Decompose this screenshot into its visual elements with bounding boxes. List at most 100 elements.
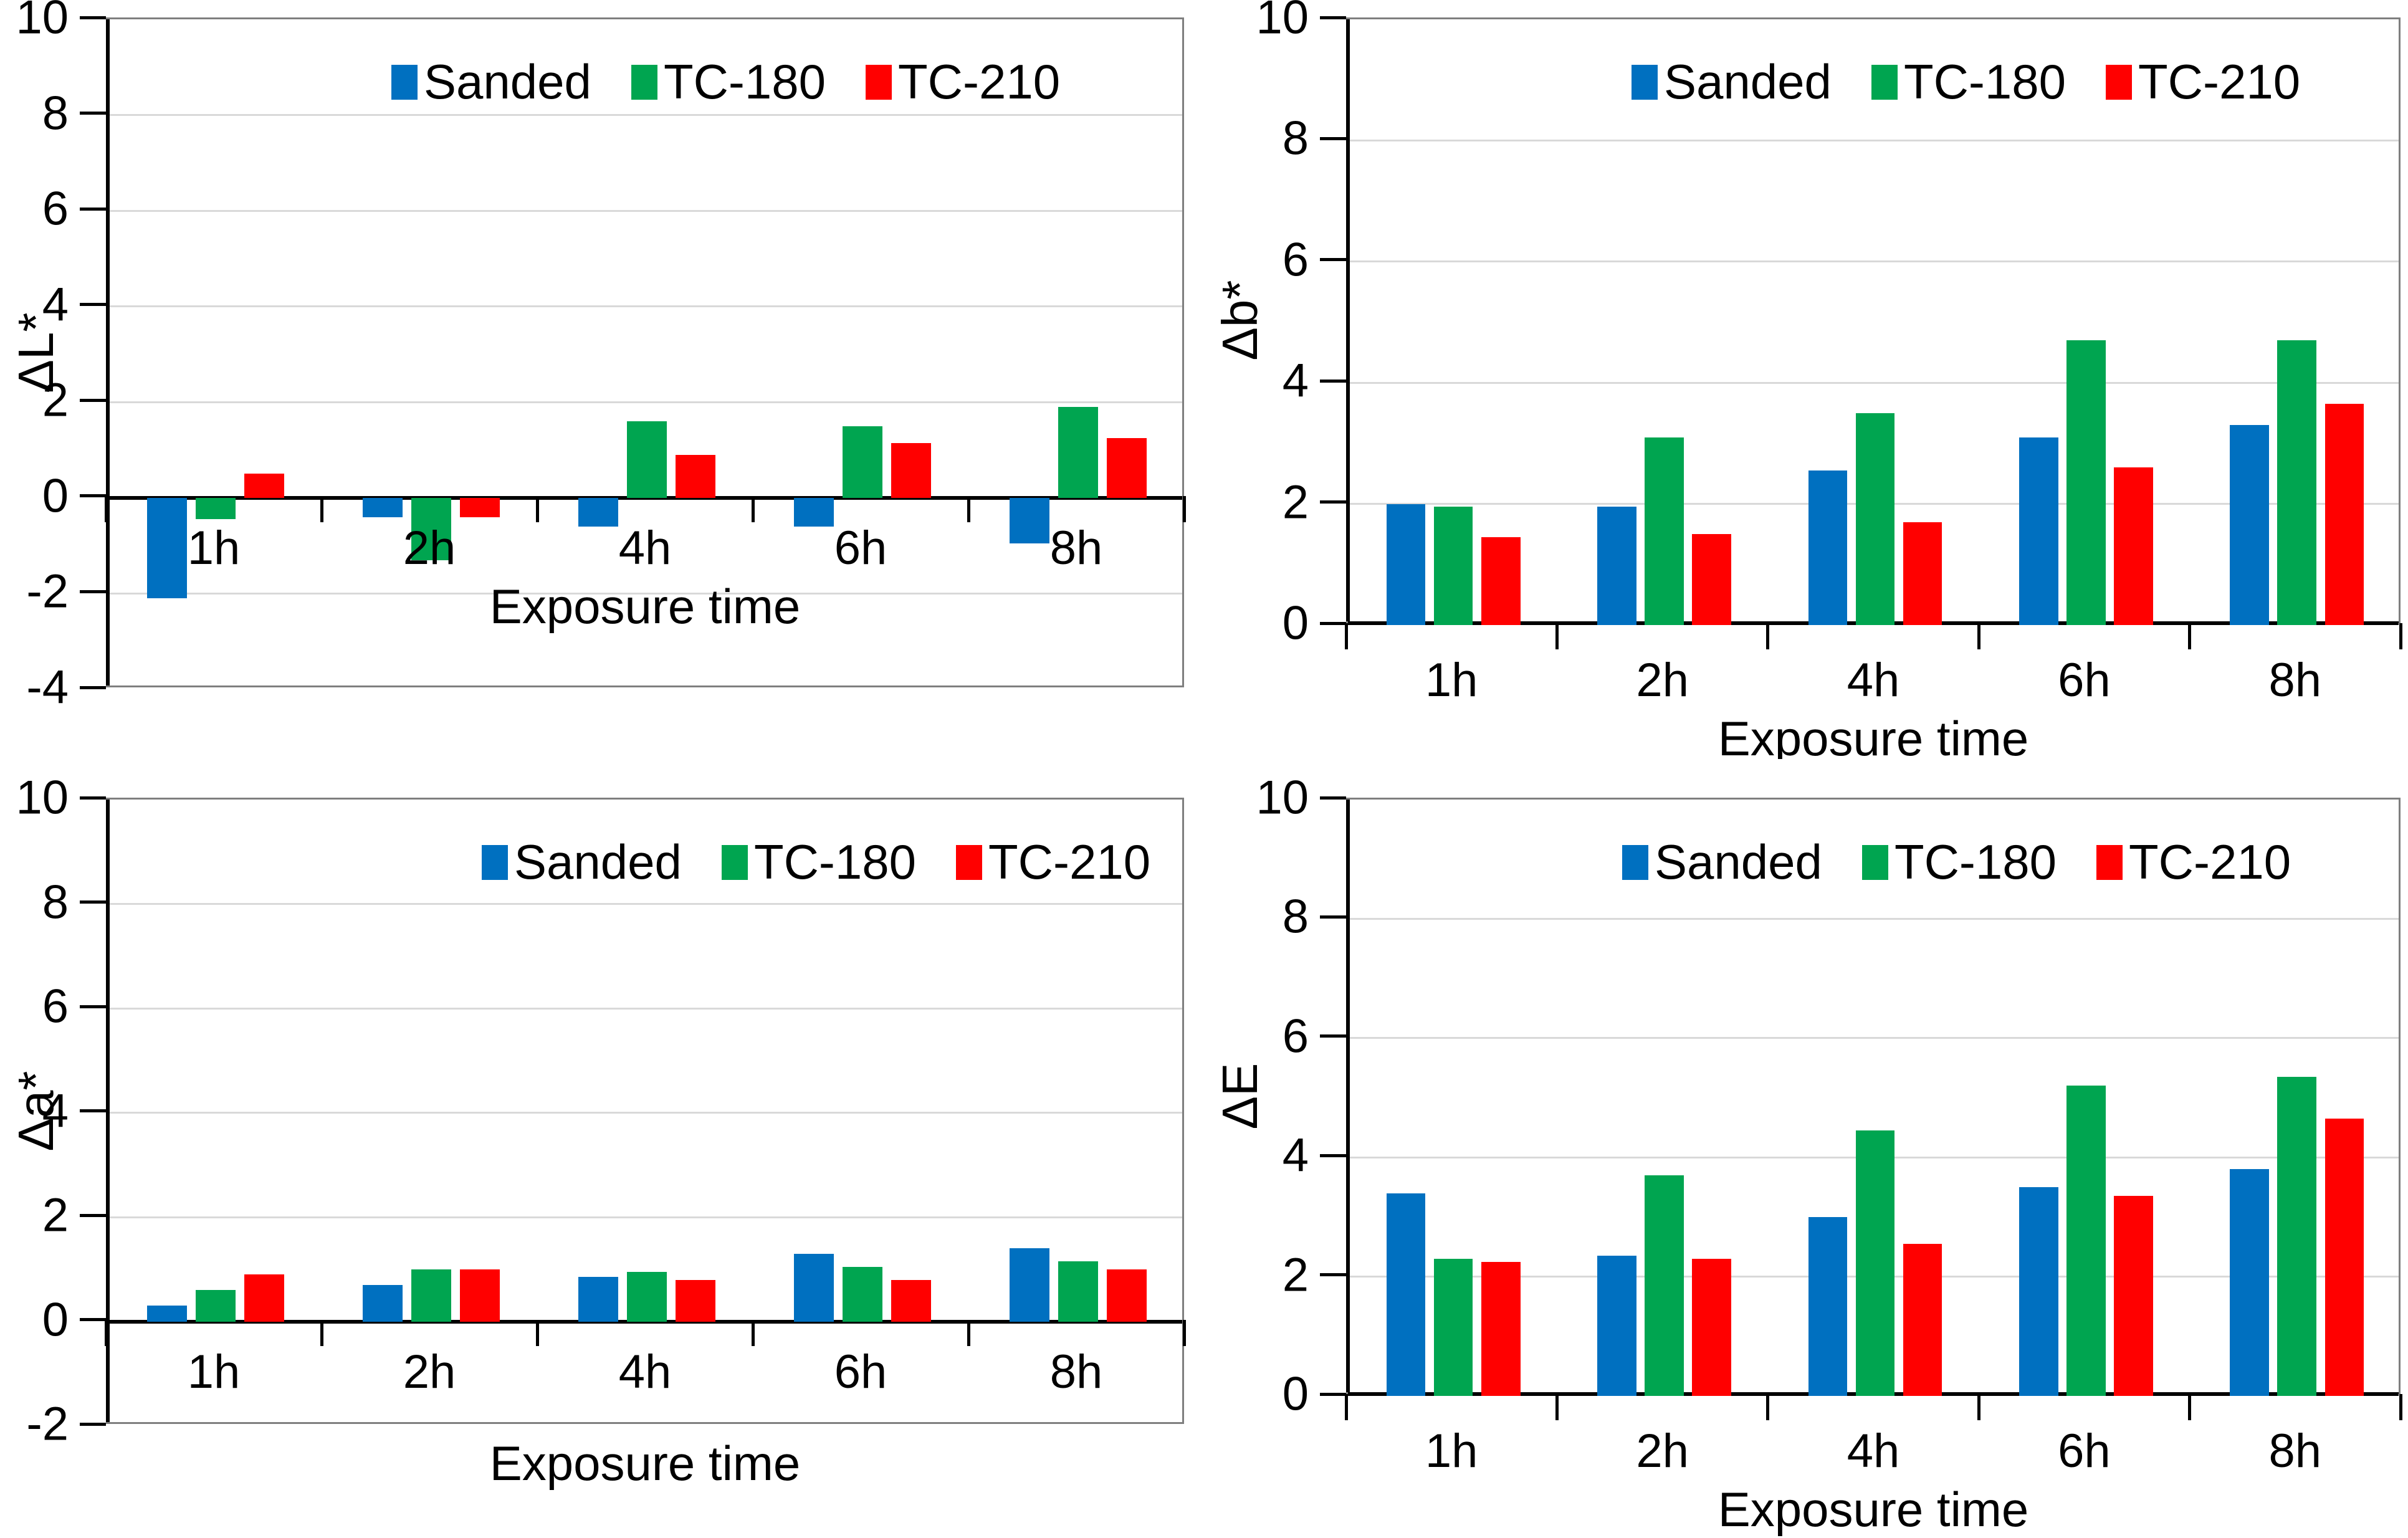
y-tick-label: 10 xyxy=(1256,0,1309,44)
x-axis-tick xyxy=(1344,623,1348,649)
y-tick-label: 2 xyxy=(1282,1248,1309,1302)
y-tick-label: 10 xyxy=(1256,771,1309,824)
legend-label: TC-180 xyxy=(663,54,826,109)
legend-item-tc-180: TC-180 xyxy=(1871,54,2066,110)
bar-tc-180-1h xyxy=(1433,507,1473,625)
legend-label: TC-210 xyxy=(898,54,1061,109)
bar-sanded-8h xyxy=(2230,425,2269,625)
x-axis-tick xyxy=(2399,623,2402,649)
y-axis-tick xyxy=(1320,796,1346,800)
bar-sanded-4h xyxy=(578,497,619,527)
y-tick-label: 2 xyxy=(42,1188,69,1242)
bar-tc-180-8h xyxy=(2277,1077,2317,1396)
x-axis-title: Exposure time xyxy=(489,1436,801,1491)
y-tick-label: 8 xyxy=(1282,890,1309,943)
bar-tc-180-1h xyxy=(1433,1258,1473,1396)
legend-item-sanded: Sanded xyxy=(391,54,591,110)
y-axis-line xyxy=(1346,800,1350,1392)
y-axis-tick xyxy=(80,1213,106,1217)
y-tick-label: 4 xyxy=(1282,354,1309,408)
gridline xyxy=(108,114,1182,117)
bar-tc-210-2h xyxy=(459,1269,500,1322)
x-axis-tick xyxy=(1555,623,1559,649)
x-axis-tick xyxy=(1977,1394,1980,1420)
y-tick-label: 6 xyxy=(1282,233,1309,287)
y-axis-tick xyxy=(1320,621,1346,625)
x-axis-title: Exposure time xyxy=(1718,711,2029,766)
legend-swatch-tc-180 xyxy=(1861,844,1888,880)
legend: Sanded TC-180 TC-210 xyxy=(391,54,1060,110)
x-axis-tick xyxy=(320,495,323,522)
legend: Sanded TC-180 TC-210 xyxy=(1622,834,2291,891)
y-axis-tick xyxy=(1320,379,1346,383)
legend-item-sanded: Sanded xyxy=(1632,54,1832,110)
y-axis-tick xyxy=(80,398,106,402)
gridline xyxy=(108,1112,1182,1114)
x-category-label: 8h xyxy=(1049,521,1103,575)
y-axis-tick xyxy=(1320,136,1346,140)
x-category-label: 8h xyxy=(1049,1345,1103,1398)
x-category-label: 1h xyxy=(187,1345,241,1398)
legend-swatch-tc-210 xyxy=(2096,844,2123,880)
legend-label: TC-210 xyxy=(988,834,1151,889)
bar-tc-210-6h xyxy=(2114,1196,2153,1396)
legend-label: TC-210 xyxy=(2138,54,2301,109)
y-tick-label: 2 xyxy=(42,373,69,427)
bar-sanded-1h xyxy=(1386,1193,1426,1396)
bar-tc-210-8h xyxy=(1106,437,1147,498)
x-category-label: 1h xyxy=(1425,1425,1478,1478)
x-category-label: 4h xyxy=(618,521,672,575)
bar-sanded-2h xyxy=(1597,507,1636,625)
x-category-label: 1h xyxy=(187,521,241,575)
legend-item-tc-210: TC-210 xyxy=(2096,834,2291,891)
y-tick-label: 6 xyxy=(42,182,69,236)
bar-tc-210-1h xyxy=(1481,537,1521,625)
bar-tc-210-2h xyxy=(1692,1258,1732,1396)
legend-label: Sanded xyxy=(1655,834,1822,889)
bar-sanded-8h xyxy=(1010,497,1050,543)
y-axis-tick xyxy=(80,900,106,904)
bar-tc-210-4h xyxy=(1903,522,1942,625)
x-category-label: 2h xyxy=(403,1345,456,1398)
bar-tc-180-2h xyxy=(1645,1175,1684,1396)
y-axis-tick xyxy=(1320,1392,1346,1396)
gridline xyxy=(108,903,1182,905)
x-category-label: 8h xyxy=(2268,654,2322,707)
bar-tc-210-8h xyxy=(2324,1118,2364,1396)
y-tick-label: 0 xyxy=(42,1293,69,1346)
x-axis-title: Exposure time xyxy=(1718,1482,2029,1537)
legend-label: Sanded xyxy=(424,54,591,109)
y-tick-label: 2 xyxy=(1282,475,1309,529)
y-axis-tick xyxy=(80,112,106,115)
y-tick-label: 0 xyxy=(1282,1367,1309,1421)
x-axis-tick xyxy=(1344,1394,1348,1420)
bar-tc-180-4h xyxy=(626,421,667,498)
x-axis-tick xyxy=(320,1319,323,1346)
y-axis-tick xyxy=(80,1318,106,1321)
y-axis-tick xyxy=(1320,16,1346,19)
plot-area: Sanded TC-180 TC-210 xyxy=(1346,798,2401,1396)
legend-label: Sanded xyxy=(1664,54,1832,109)
y-tick-label: -2 xyxy=(26,1397,69,1451)
bar-tc-180-1h xyxy=(195,1290,236,1322)
bar-tc-180-1h xyxy=(195,497,236,520)
bar-tc-180-8h xyxy=(1058,406,1098,498)
bar-tc-180-4h xyxy=(1855,1130,1895,1396)
legend-label: TC-180 xyxy=(1894,834,2057,889)
legend-swatch-tc-210 xyxy=(866,64,892,100)
bar-tc-210-2h xyxy=(1692,534,1732,625)
y-tick-label: 4 xyxy=(42,1084,69,1137)
y-axis-title: Δa* xyxy=(8,1070,64,1152)
chart-delta-a-star: Sanded TC-180 TC-210 -2 0 2 4 6 8 10 1h 2h 4h 6h 8h Δa*… xyxy=(0,759,1204,1518)
bar-tc-210-4h xyxy=(675,1279,715,1322)
y-axis-tick xyxy=(1320,1034,1346,1038)
bar-sanded-4h xyxy=(1808,470,1848,625)
chart-delta-E: Sanded TC-180 TC-210 0 2 4 6 8 10 1h 2h 4h 6h 8h ΔE Exp… xyxy=(1204,759,2408,1537)
y-axis-line xyxy=(106,19,110,685)
x-category-label: 2h xyxy=(403,521,456,575)
legend-item-sanded: Sanded xyxy=(1622,834,1822,891)
gridline xyxy=(108,209,1182,212)
bar-sanded-2h xyxy=(363,497,403,517)
chart-delta-b-star: Sanded TC-180 TC-210 0 2 4 6 8 10 1h 2h 4h 6h 8h Δb* Ex… xyxy=(1204,0,2408,766)
legend-item-sanded: Sanded xyxy=(482,834,682,891)
